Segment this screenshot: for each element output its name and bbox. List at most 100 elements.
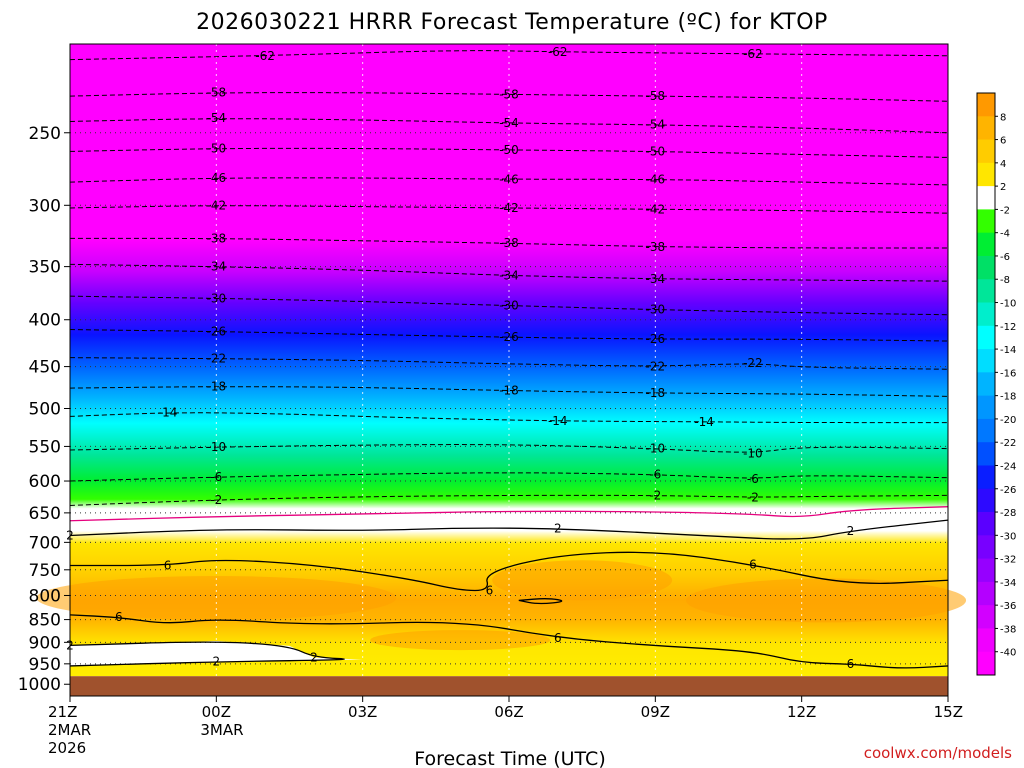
- contour-label-0-2: -62: [743, 47, 763, 61]
- contour-label-20-1: 2: [310, 651, 318, 665]
- contour-lines: -62 -62 -62-58 -58 -58-54 -54 -54-50 -50 -50-46-…: [66, 45, 949, 671]
- colorbar: 8 6 4 2 -2 -4 -6 -8 -10 -12 -14 -16 -18 -20 -22 -24 -26 -…: [976, 92, 1016, 676]
- contour-line-1: [69, 92, 949, 102]
- x-tick-sublabel-21Z: 2MAR: [48, 721, 91, 739]
- contour-line-8: [69, 295, 949, 316]
- contour-label-6-2: -38: [646, 240, 666, 254]
- contour-label-3-2: -50: [646, 144, 666, 158]
- contour-line-18: [69, 551, 949, 592]
- colorbar-label-3: 2: [1000, 182, 1006, 193]
- contour-label-9-2: -26: [646, 332, 666, 346]
- contour-label-14-2: -6: [747, 472, 759, 486]
- contour-line-10: [69, 357, 949, 370]
- colorbar-swatch-23: [977, 628, 995, 653]
- colorbar-label-15: -24: [1000, 461, 1016, 472]
- colorbar-label-21: -36: [1000, 601, 1016, 612]
- warm-region-2: [686, 578, 967, 623]
- contour-label-13-0: -10: [207, 440, 227, 454]
- contour-label-11-2: -18: [646, 386, 666, 400]
- ground-below-surface: [70, 676, 948, 696]
- colorbar-label-6: -6: [1000, 252, 1010, 263]
- contour-line-3: [69, 147, 949, 158]
- colorbar-swatch-0: [977, 93, 995, 117]
- contour-label-2-0: -54: [207, 111, 227, 125]
- colorbar-swatch-22: [977, 605, 995, 629]
- contour-line-7: [69, 263, 949, 282]
- contour-line-17: [69, 519, 949, 540]
- y-tick-label-750: 750: [29, 561, 61, 581]
- contour-label-1-0: -58: [207, 86, 227, 100]
- contour-label-19-2: 6: [847, 657, 855, 671]
- contour-line-13: [69, 444, 949, 453]
- contour-label-11-1: -18: [499, 384, 519, 398]
- colorbar-label-17: -28: [1000, 508, 1016, 519]
- contour-label-10-1: -22: [646, 360, 666, 374]
- contour-line-5: [69, 205, 949, 214]
- colorbar-swatch-17: [977, 488, 995, 513]
- colorbar-label-11: -16: [1000, 368, 1016, 379]
- y-tick-label-500: 500: [29, 400, 61, 420]
- contour-label-5-2: -42: [646, 202, 666, 216]
- colorbar-label-0: 8: [1000, 112, 1006, 123]
- colorbar-label-13: -20: [1000, 415, 1016, 426]
- y-tick-label-600: 600: [29, 472, 61, 492]
- colorbar-label-20: -34: [1000, 578, 1016, 589]
- contour-line-11: [69, 386, 949, 397]
- contour-label-7-2: -34: [646, 272, 666, 286]
- contour-label-8-1: -30: [499, 299, 519, 313]
- colorbar-label-14: -22: [1000, 438, 1016, 449]
- contour-line-16: [69, 506, 949, 522]
- contour-label-6-0: -38: [207, 231, 227, 245]
- contour-label-9-1: -26: [499, 330, 519, 344]
- contour-label-8-2: -30: [646, 303, 666, 317]
- credit-link[interactable]: coolwx.com/models: [864, 744, 1012, 762]
- y-tick-label-850: 850: [29, 611, 61, 631]
- warm-region-3: [370, 630, 551, 651]
- contour-label-17-2: 2: [847, 524, 855, 538]
- y-tick-label-350: 350: [29, 258, 61, 278]
- colorbar-swatch-16: [977, 465, 995, 490]
- contour-line-15: [69, 494, 949, 506]
- contour-line-21: [518, 598, 563, 605]
- colorbar-label-2: 4: [1000, 159, 1006, 170]
- y-tick-label-400: 400: [29, 311, 61, 331]
- colorbar-label-23: -40: [1000, 648, 1016, 659]
- contour-label-7-1: -34: [499, 269, 519, 283]
- x-tick-label-21Z: 21Z: [48, 703, 77, 721]
- contour-label-2-2: -54: [646, 118, 666, 132]
- contour-label-14-0: -6: [210, 470, 222, 484]
- colorbar-swatch-10: [977, 325, 995, 350]
- colorbar-swatch-6: [977, 232, 995, 257]
- colorbar-swatch-21: [977, 581, 995, 606]
- contour-label-12-0: -14: [158, 405, 178, 419]
- contour-label-19-1: 6: [554, 631, 562, 645]
- contour-label-15-0: -2: [210, 493, 222, 507]
- chart-title: 2026030221 HRRR Forecast Temperature (ºC…: [196, 10, 828, 35]
- colorbar-label-1: 6: [1000, 136, 1006, 147]
- contour-label-10-0: -22: [207, 352, 227, 366]
- contour-label-1-1: -58: [499, 87, 519, 101]
- y-axis: 2503003504004505005506006507007508008509…: [18, 124, 70, 695]
- contour-label-0-1: -62: [548, 45, 568, 59]
- colorbar-label-19: -32: [1000, 555, 1016, 566]
- contour-label-6-1: -38: [499, 236, 519, 250]
- contour-label-9-0: -26: [207, 324, 227, 338]
- contour-label-11-0: -18: [207, 379, 227, 393]
- colorbar-swatch-13: [977, 395, 995, 420]
- x-tick-label-00Z: 00Z: [202, 703, 231, 721]
- contour-line-20: [69, 641, 345, 667]
- y-tick-label-450: 450: [29, 358, 61, 378]
- contour-label-10-2: -22: [743, 356, 763, 370]
- colorbar-label-12: -18: [1000, 392, 1016, 403]
- contour-label-15-1: -2: [649, 488, 661, 502]
- contour-label-5-1: -42: [499, 201, 519, 215]
- colorbar-swatch-9: [977, 302, 995, 327]
- x-axis-title: Forecast Time (UTC): [414, 748, 605, 768]
- contour-label-15-2: -2: [747, 490, 759, 504]
- colorbar-swatch-15: [977, 442, 995, 466]
- x-tick-label-03Z: 03Z: [348, 703, 377, 721]
- colorbar-swatch-8: [977, 279, 995, 303]
- contour-label-5-0: -42: [207, 198, 227, 212]
